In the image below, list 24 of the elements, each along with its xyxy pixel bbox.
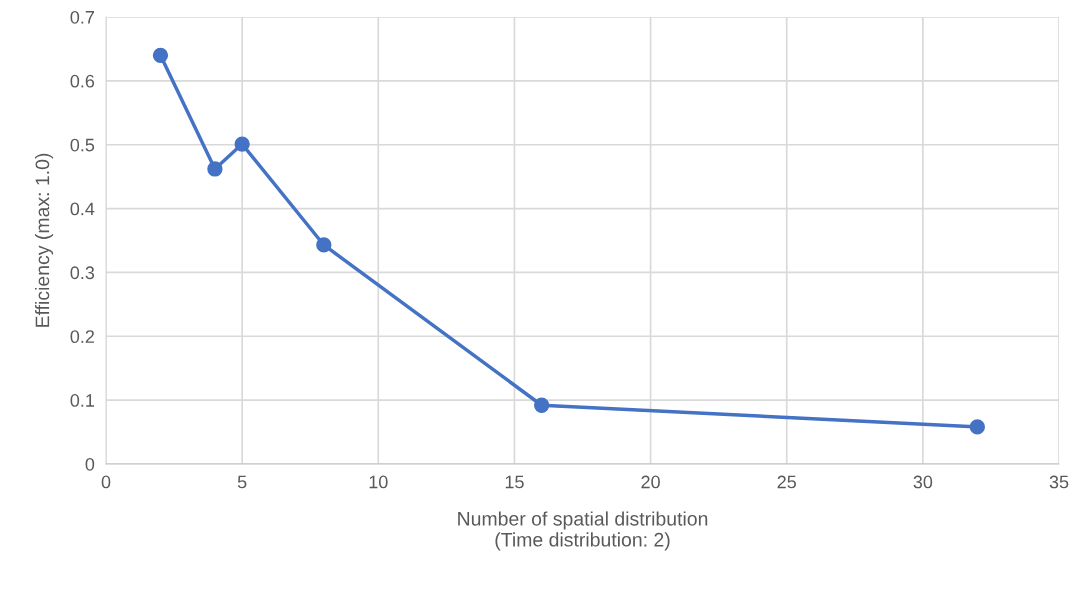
x-axis-title: Number of spatial distribution (Time distribution: 2) [458, 511, 708, 551]
y-tick-label: 0 [85, 457, 95, 471]
point [207, 161, 223, 177]
point [969, 419, 985, 435]
x-tick-label: 10 [369, 475, 388, 489]
point [316, 237, 332, 253]
y-tick-label: 0.5 [70, 138, 95, 152]
y-tick-label: 0.4 [70, 202, 95, 216]
x-tick-label: 20 [641, 475, 660, 489]
point [534, 397, 550, 413]
point [152, 47, 169, 63]
x-tick-label: 25 [777, 475, 796, 489]
x-tick-label: 35 [1049, 475, 1069, 489]
x-tick-label: 15 [505, 475, 524, 489]
y-tick-label: 0.7 [70, 10, 94, 24]
point [234, 136, 250, 152]
y-axis-title: Efficiency (max: 1.0) [35, 153, 54, 327]
y-tick-label: 0.1 [70, 394, 95, 407]
y-tick-label: 0.2 [70, 330, 94, 344]
y-tick-label: 0.6 [70, 74, 95, 88]
x-tick-label: 5 [237, 475, 247, 489]
x-tick-label: 30 [913, 475, 933, 489]
y-tick-label: 0.3 [70, 266, 95, 280]
x-tick-label: 0 [101, 475, 111, 489]
